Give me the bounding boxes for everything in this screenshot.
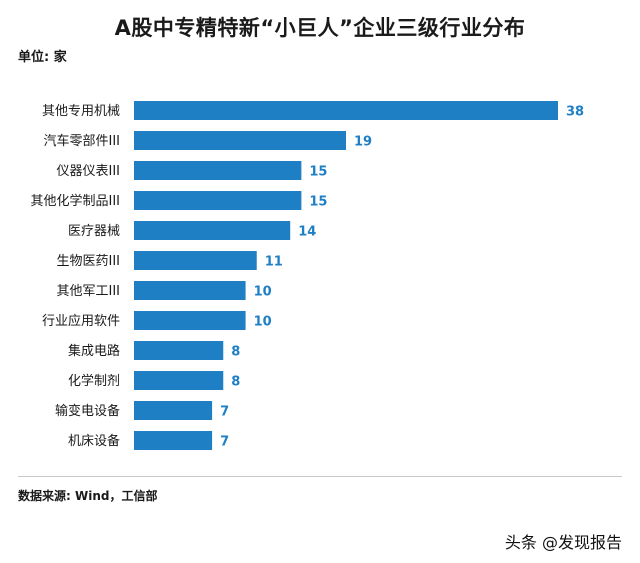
category-label-2: 仪器仪表III [56,164,120,179]
bar-7 [134,311,246,330]
footer-divider [18,476,622,477]
bar-5 [134,251,257,270]
bar-3 [134,191,302,210]
value-label-0: 38 [566,105,584,120]
value-label-1: 19 [354,135,372,150]
value-label-6: 10 [254,285,272,300]
bar-11 [134,431,213,450]
category-label-3: 其他化学制品III [30,193,120,209]
bar-2 [134,161,302,180]
value-label-2: 15 [309,165,327,180]
category-label-7: 行业应用软件 [42,313,120,329]
category-label-4: 医疗器械 [68,224,120,239]
chart-title: A股中专精特新“小巨人”企业三级行业分布 [114,16,526,40]
category-label-5: 生物医药III [56,254,120,269]
bar-1 [134,131,346,150]
bar-9 [134,371,224,390]
category-label-0: 其他专用机械 [42,104,120,119]
value-label-11: 7 [220,435,229,450]
bar-chart: 其他专用机械 38 汽车零部件III 19 仪器仪表III 15 其他化学制品III 15 医疗… [30,101,584,450]
unit-label: 单位: 家 [18,50,67,65]
value-label-3: 15 [309,195,327,210]
category-label-9: 化学制剂 [68,373,120,389]
bar-6 [134,281,246,300]
bar-8 [134,341,224,360]
value-label-10: 7 [220,405,229,420]
category-label-1: 汽车零部件III [43,133,120,149]
category-label-10: 输变电设备 [55,403,120,419]
category-label-11: 机床设备 [68,433,120,449]
source-note: 数据来源: Wind，工信部 [18,489,158,503]
category-label-6: 其他军工III [56,284,120,299]
category-label-8: 集成电路 [68,343,120,359]
bar-0 [134,101,558,120]
value-label-7: 10 [254,315,272,330]
watermark: 头条 @发现报告 [500,528,626,554]
value-label-5: 11 [265,255,283,270]
bar-10 [134,401,213,420]
bar-4 [134,221,291,240]
value-label-8: 8 [231,345,240,360]
value-label-9: 8 [231,375,240,390]
value-label-4: 14 [298,225,316,240]
